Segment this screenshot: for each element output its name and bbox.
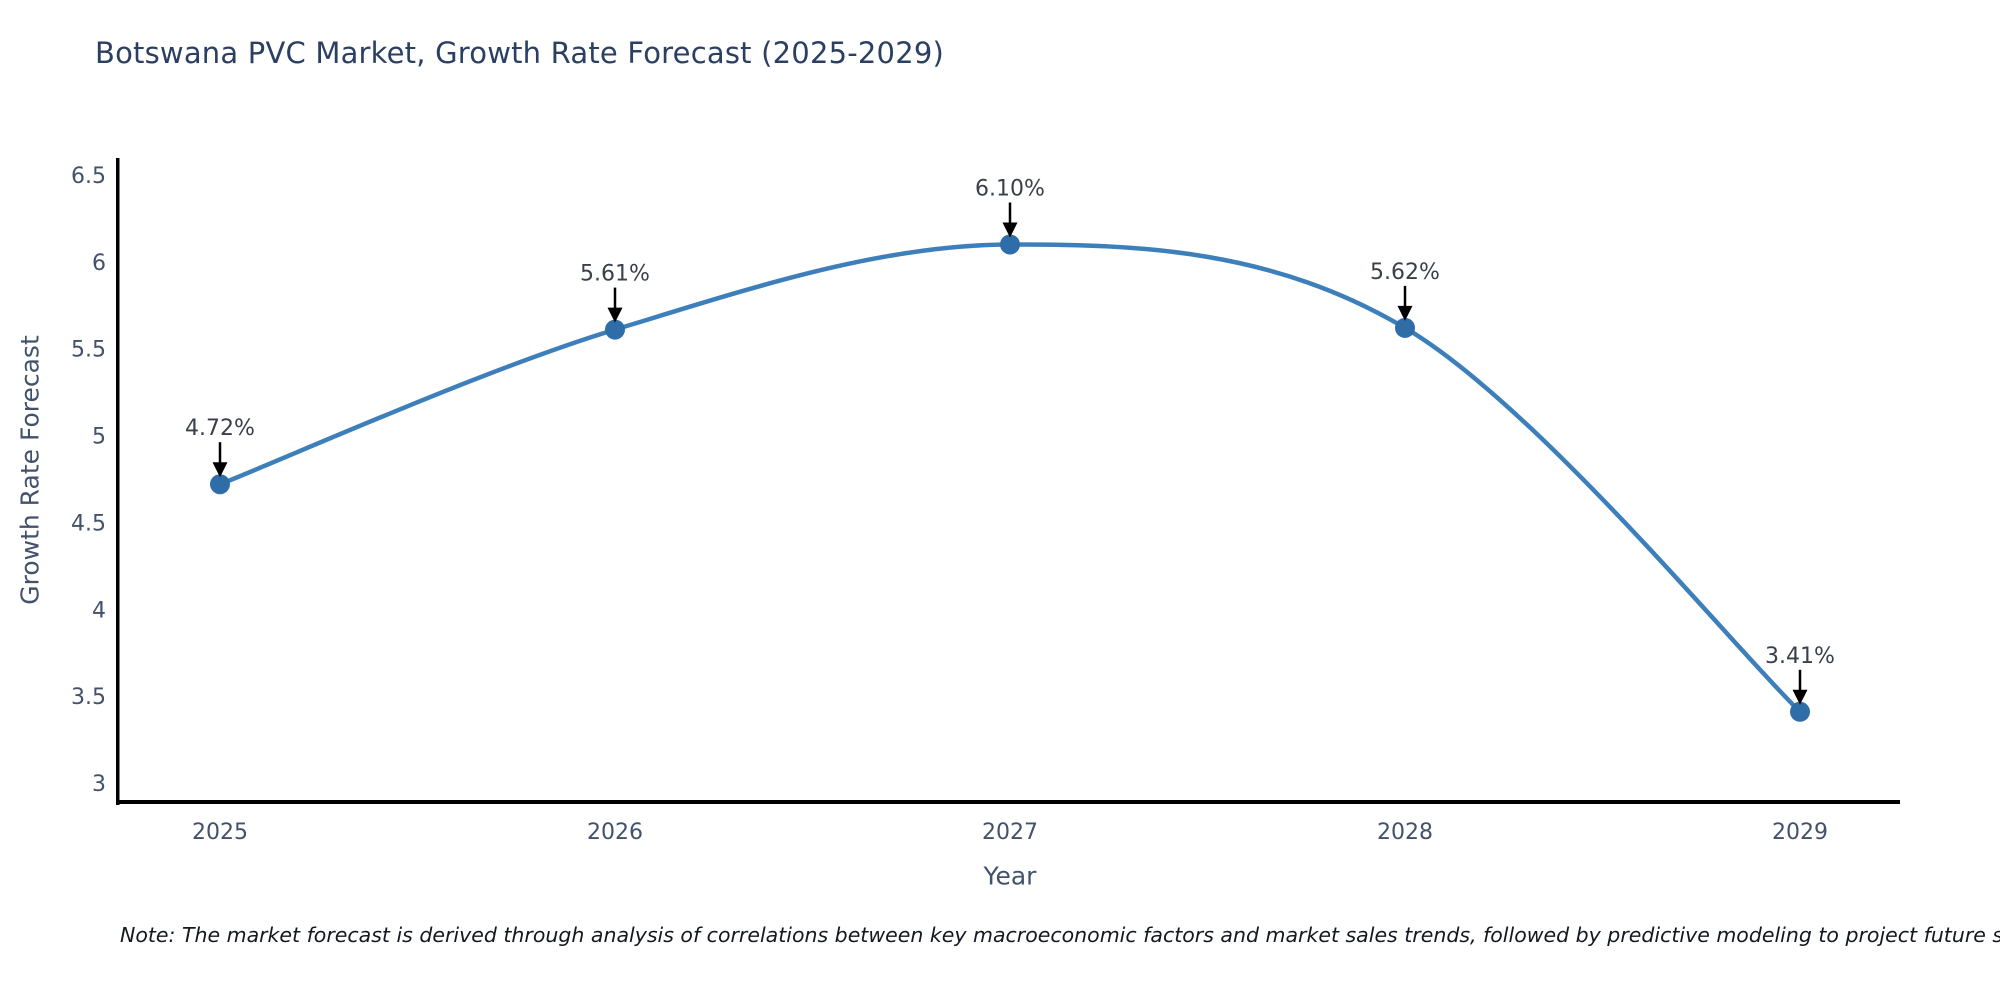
x-tick-label: 2025 — [192, 820, 248, 845]
annotation-arrow-head — [212, 462, 228, 478]
chart-title: Botswana PVC Market, Growth Rate Forecas… — [95, 36, 945, 70]
x-tick-label: 2029 — [1772, 820, 1828, 845]
y-axis-spine — [116, 158, 120, 805]
axes-spines — [116, 158, 1900, 805]
data-point-marker — [1395, 317, 1415, 338]
data-point-label: 5.61% — [580, 262, 650, 287]
data-point-marker — [605, 319, 625, 340]
data-point-marker — [1790, 701, 1810, 722]
annotation-arrow-head — [1002, 222, 1018, 238]
y-axis-title: Growth Rate Forecast — [15, 335, 45, 605]
line-series — [217, 242, 1803, 715]
x-tick-label: 2028 — [1377, 820, 1433, 845]
y-tick-label: 6 — [92, 251, 106, 276]
data-point-label: 6.10% — [975, 176, 1045, 201]
annotation-arrow-head — [1397, 305, 1413, 321]
data-point-marker — [1000, 234, 1020, 255]
data-point-marker — [210, 474, 230, 495]
y-tick-label: 4 — [92, 598, 106, 623]
x-tick-label: 2026 — [587, 820, 643, 845]
data-point-label: 3.41% — [1765, 644, 1835, 669]
x-axis-spine — [116, 800, 1900, 804]
data-point-markers — [210, 234, 1810, 722]
y-tick-label: 4.5 — [71, 511, 106, 536]
y-tick-label: 6.5 — [71, 164, 106, 189]
y-tick-label: 5 — [92, 425, 106, 450]
x-tick-label: 2027 — [982, 820, 1038, 845]
x-axis-title: Year — [983, 861, 1037, 891]
y-tick-label: 3.5 — [71, 685, 106, 710]
axis-tick-labels: 3 3.5 4 4.5 5 5.5 6 6.5 2025 2026 2027 2028 2029 — [71, 164, 1828, 845]
growth-rate-line — [217, 242, 1803, 715]
y-tick-label: 5.5 — [71, 338, 106, 363]
point-annotations: 4.72% 5.61% 6.10% 5.62% 3.41% — [185, 176, 1835, 705]
annotation-arrow-head — [607, 307, 623, 323]
footnote: Note: The market forecast is derived thr… — [120, 923, 2000, 947]
data-point-label: 5.62% — [1370, 260, 1440, 285]
annotation-arrow-head — [1792, 689, 1808, 705]
y-tick-label: 3 — [92, 772, 106, 797]
data-point-label: 4.72% — [185, 416, 255, 441]
